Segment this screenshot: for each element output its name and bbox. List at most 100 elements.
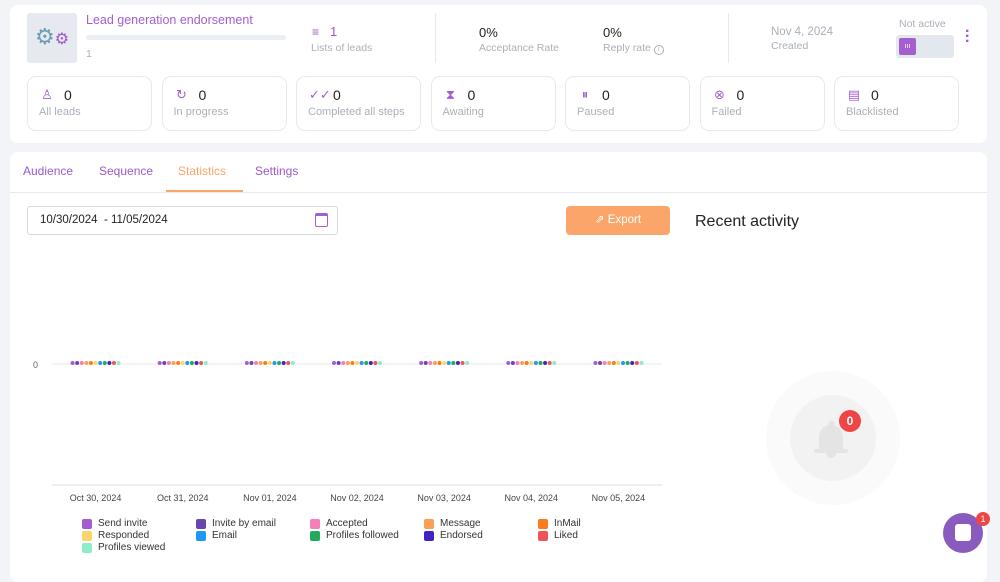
data-point-accepted	[515, 361, 520, 365]
data-point-endorsed	[107, 361, 112, 365]
data-point-accepted	[166, 361, 171, 365]
data-point-endorsed	[455, 361, 460, 365]
legend-swatch	[82, 530, 92, 541]
legend-swatch	[82, 542, 92, 553]
stat-card-awaiting[interactable]: ⧗ 0 Awaiting	[430, 76, 556, 131]
legend-swatch	[196, 530, 206, 541]
campaign-progress-bar	[86, 35, 286, 40]
acceptance-label: Acceptance Rate	[479, 42, 559, 54]
stat-label: Completed all steps	[308, 106, 405, 118]
chat-icon	[955, 524, 971, 541]
x-tick-label: Oct 31, 2024	[157, 493, 209, 503]
stat-label: Blacklisted	[846, 106, 899, 118]
hourglass-icon: ⧗	[445, 88, 456, 103]
data-point-endorsed	[194, 361, 199, 365]
data-point-inmail	[176, 361, 181, 365]
stat-card-blacklisted[interactable]: ▤ 0 Blacklisted	[834, 76, 959, 131]
reply-label: Reply rate i	[603, 42, 664, 55]
tab-statistics[interactable]: Statistics	[178, 164, 227, 178]
y-tick-label: 0	[33, 360, 38, 370]
refresh-icon: ↻	[176, 88, 187, 103]
data-point-liked	[373, 361, 378, 365]
data-point-inmail	[437, 361, 442, 365]
lists-count[interactable]: 1	[330, 24, 338, 39]
data-point-profiles-followed	[625, 361, 630, 365]
pause-circle-icon: ⏸	[581, 88, 589, 103]
data-point-invite-by-email	[75, 361, 80, 365]
chat-badge: 1	[976, 512, 990, 526]
recent-activity-title: Recent activity	[695, 213, 800, 230]
data-point-inmail	[350, 361, 355, 365]
more-menu-icon[interactable]: · · ·	[965, 23, 971, 50]
data-point-responded	[529, 361, 534, 365]
stat-card-all-leads[interactable]: ♙ 0 All leads	[27, 76, 152, 131]
legend-label: Profiles followed	[326, 530, 399, 541]
legend-item[interactable]: Endorsed	[424, 530, 483, 541]
stat-card-completed-all-steps[interactable]: ✓✓ 0 Completed all steps	[296, 76, 421, 131]
legend-item[interactable]: Accepted	[310, 518, 368, 529]
empty-activity-illustration: 0	[766, 371, 900, 505]
calendar-icon[interactable]	[315, 213, 328, 227]
chat-button[interactable]: 1	[943, 512, 990, 553]
data-point-inmail	[263, 361, 268, 365]
legend-item[interactable]: InMail	[538, 518, 581, 529]
campaign-title[interactable]: Lead generation endorsement	[86, 13, 253, 27]
data-point-message	[345, 361, 350, 365]
legend-label: Endorsed	[440, 530, 483, 541]
stat-card-paused[interactable]: ⏸ 0 Paused	[565, 76, 690, 131]
legend-item[interactable]: Profiles followed	[310, 530, 399, 541]
data-point-message	[258, 361, 263, 365]
data-point-responded	[180, 361, 185, 365]
x-tick-label: Nov 01, 2024	[243, 493, 297, 503]
data-point-profiles-followed	[102, 361, 107, 365]
data-point-email	[359, 361, 364, 365]
legend-label: Invite by email	[212, 518, 276, 529]
data-point-inmail	[611, 361, 616, 365]
legend-label: Email	[212, 530, 238, 541]
legend-item[interactable]: Invite by email	[196, 518, 276, 529]
data-point-liked	[286, 361, 291, 365]
data-point-send-invite	[506, 361, 511, 365]
divider	[435, 13, 436, 63]
stat-value: 0	[64, 87, 72, 103]
tab-settings[interactable]: Settings	[255, 164, 299, 178]
legend-swatch	[310, 518, 320, 529]
legend-swatch	[424, 518, 434, 529]
stat-value: 0	[871, 87, 879, 103]
legend-label: Send invite	[98, 518, 148, 529]
data-point-message	[84, 361, 89, 365]
campaign-image: ⚙⚙	[27, 13, 77, 63]
lists-icon: ≡	[312, 25, 320, 39]
legend-item[interactable]: Email	[196, 530, 237, 541]
legend-item[interactable]: Responded	[82, 530, 149, 541]
data-point-endorsed	[630, 361, 635, 365]
legend-item[interactable]: Liked	[538, 530, 578, 541]
x-tick-label: Nov 04, 2024	[505, 493, 559, 503]
legend-label: Message	[440, 518, 481, 529]
active-toggle[interactable]: ııı	[896, 35, 954, 58]
pause-icon: ııı	[899, 38, 916, 55]
created-date: Nov 4, 2024	[771, 26, 834, 38]
stat-card-in-progress[interactable]: ↻ 0 In progress	[161, 76, 287, 131]
data-point-profiles-viewed	[465, 361, 470, 365]
tab-sequence[interactable]: Sequence	[99, 164, 154, 178]
info-icon[interactable]: i	[653, 45, 664, 55]
data-point-message	[432, 361, 437, 365]
export-button[interactable]: ⇗ Export	[566, 206, 670, 235]
legend-label: InMail	[554, 518, 581, 529]
stat-card-failed[interactable]: ⊗ 0 Failed	[699, 76, 825, 131]
user-icon: ♙	[41, 88, 53, 103]
tab-audience[interactable]: Audience	[23, 164, 74, 178]
data-point-endorsed	[281, 361, 286, 365]
legend-label: Accepted	[326, 518, 368, 529]
legend-item[interactable]: Message	[424, 518, 481, 529]
date-range-input[interactable]: 10/30/2024 - 11/05/2024	[27, 206, 338, 235]
legend-item[interactable]: Profiles viewed	[82, 542, 165, 553]
legend-swatch	[538, 530, 548, 541]
data-point-invite-by-email	[423, 361, 428, 365]
data-point-profiles-followed	[538, 361, 543, 365]
reply-value: 0%	[603, 25, 622, 40]
statistics-card	[10, 152, 987, 582]
data-point-responded	[267, 361, 272, 365]
legend-item[interactable]: Send invite	[82, 518, 147, 529]
